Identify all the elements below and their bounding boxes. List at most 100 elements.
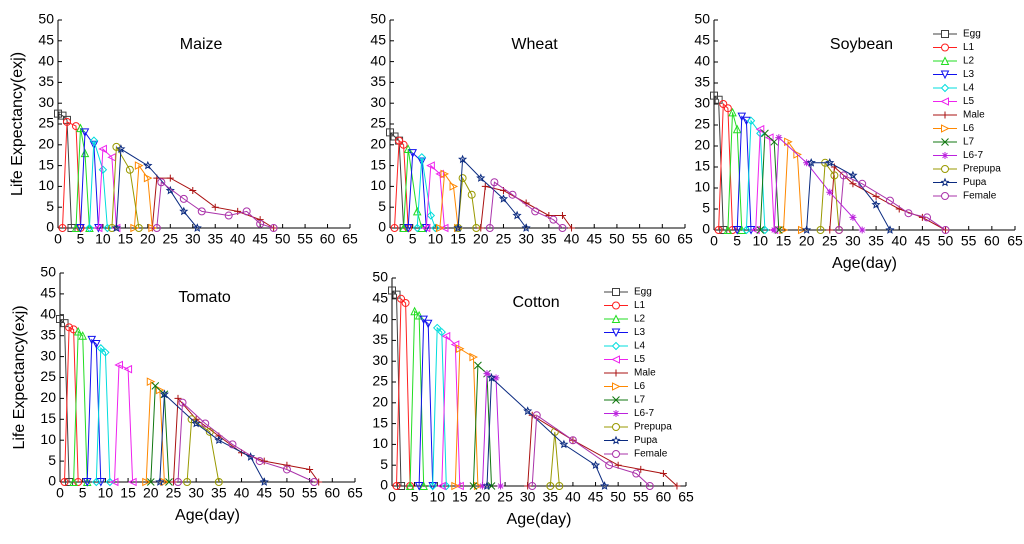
data-point (92, 477, 101, 487)
x-tick-label: 10 (95, 231, 111, 247)
x-tick-label: 60 (984, 233, 1000, 249)
data-point (408, 149, 418, 158)
data-point (89, 136, 99, 145)
y-tick-label: 30 (38, 94, 54, 110)
y-tick-label: 15 (694, 158, 710, 174)
data-point (404, 224, 413, 232)
legend-marker (611, 423, 621, 431)
data-point (803, 159, 811, 167)
x-tick-label: 10 (753, 233, 769, 249)
data-point (816, 226, 825, 234)
y-tick-label: 40 (38, 52, 54, 68)
series-line (150, 384, 170, 483)
y-tick-label: 35 (372, 331, 388, 347)
x-tick-label: 60 (325, 485, 341, 501)
legend-label: Female (634, 449, 668, 460)
data-point (549, 215, 558, 224)
x-tick-label: 35 (543, 489, 559, 505)
legend-marker (941, 111, 949, 119)
data-point (839, 171, 848, 180)
data-point (85, 223, 94, 233)
x-tick-label: 60 (656, 489, 672, 505)
y-tick-label: 15 (38, 156, 54, 172)
data-point (101, 348, 110, 357)
legend-marker (940, 83, 950, 93)
data-point (403, 224, 413, 233)
data-point (60, 478, 69, 486)
data-point (197, 207, 206, 216)
data-point (98, 165, 108, 174)
x-tick-label: 25 (496, 231, 512, 247)
y-tick-label: 50 (370, 11, 386, 27)
x-tick-label: 40 (564, 231, 580, 247)
data-point (155, 477, 165, 486)
data-point (764, 133, 774, 142)
x-tick-label: 20 (475, 489, 491, 505)
x-tick-label: 40 (234, 485, 250, 501)
data-point (737, 112, 747, 122)
legend-label: Prepupa (963, 164, 1001, 175)
y-tick-label: 35 (38, 73, 54, 89)
legend-marker (611, 341, 621, 351)
y-tick-label: 0 (48, 473, 56, 489)
x-tick-label: 25 (166, 485, 182, 501)
x-axis-label: Age(day) (832, 255, 897, 272)
data-point (179, 194, 188, 203)
data-point (710, 91, 718, 100)
data-point (107, 224, 116, 232)
data-point (71, 223, 81, 232)
legend-marker (612, 288, 620, 296)
y-tick-label: 20 (38, 136, 54, 152)
series-line (75, 128, 90, 229)
x-tick-label: 50 (938, 233, 954, 249)
data-point (673, 482, 681, 490)
y-tick-label: 25 (38, 115, 54, 131)
y-tick-label: 0 (380, 477, 388, 493)
x-tick-label: 55 (297, 231, 313, 247)
data-point (872, 192, 880, 200)
x-tick-label: 15 (776, 233, 792, 249)
series-line (783, 140, 803, 231)
y-tick-label: 30 (372, 352, 388, 368)
x-tick-label: 55 (632, 231, 648, 247)
x-tick-label: 60 (320, 231, 336, 247)
data-point (58, 224, 67, 232)
data-point (806, 158, 816, 167)
data-point (283, 461, 291, 469)
data-point (770, 226, 778, 234)
data-point (399, 223, 408, 232)
legend-label: Egg (963, 29, 981, 40)
data-point (125, 165, 134, 174)
data-point (166, 174, 174, 182)
x-tick-label: 65 (342, 231, 358, 247)
data-point (76, 123, 85, 133)
x-tick-label: 0 (54, 231, 62, 247)
data-point (802, 225, 812, 234)
data-point (60, 319, 69, 328)
series-line (416, 157, 436, 229)
legend-marker (940, 177, 950, 187)
legend-marker (611, 328, 621, 338)
legend-label: Prepupa (634, 422, 672, 433)
data-point (419, 315, 428, 325)
data-point (942, 226, 950, 234)
data-point (187, 415, 196, 424)
data-point (437, 481, 446, 491)
data-point (423, 319, 433, 329)
x-tick-label: 40 (565, 489, 581, 505)
data-point (923, 213, 932, 222)
series-line (441, 335, 461, 487)
x-tick-label: 20 (799, 233, 815, 249)
data-point (858, 226, 866, 234)
data-point (259, 477, 269, 486)
data-point (74, 478, 83, 486)
data-point (397, 482, 406, 490)
data-point (558, 224, 567, 232)
data-point (413, 223, 422, 233)
x-tick-label: 55 (302, 485, 318, 501)
data-point (109, 477, 119, 487)
data-point (431, 223, 440, 233)
y-tick-label: 50 (38, 11, 54, 27)
data-point (498, 194, 509, 203)
